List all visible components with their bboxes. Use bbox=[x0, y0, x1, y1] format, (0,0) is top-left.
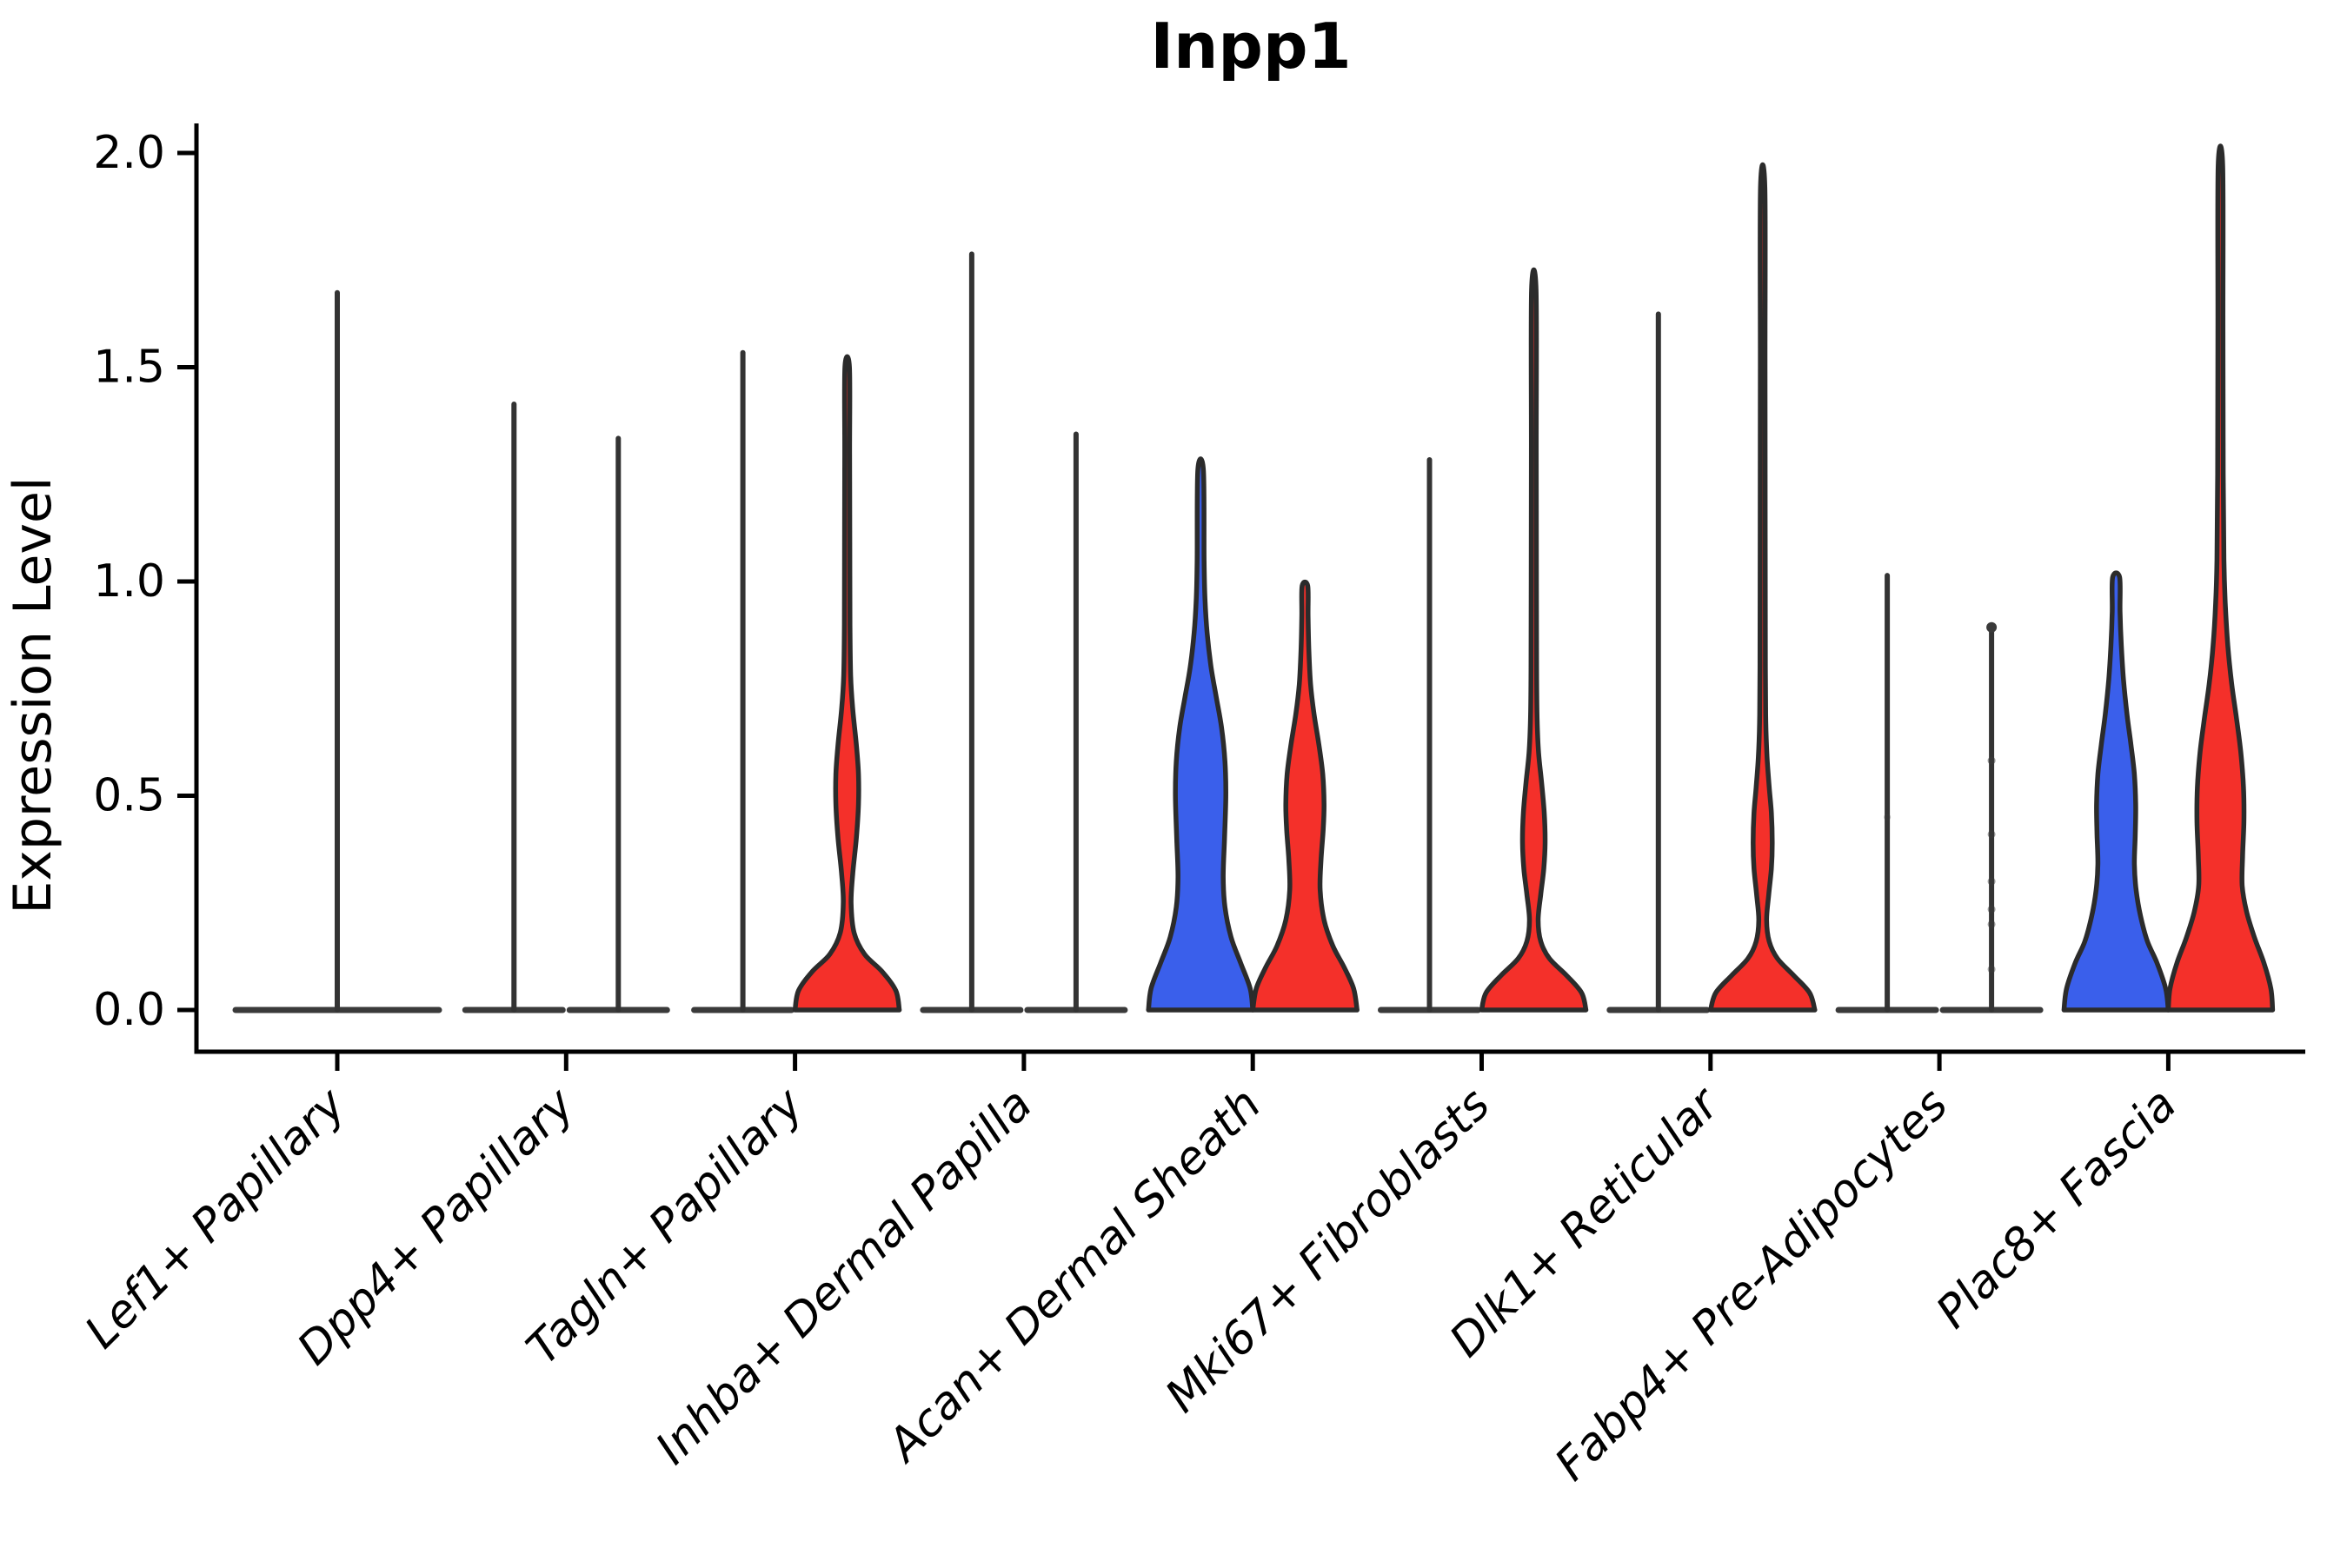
violin-body bbox=[2165, 143, 2276, 1013]
data-point-dot bbox=[1987, 920, 1996, 928]
y-tick-label: 1.0 bbox=[93, 555, 165, 608]
data-point-dot bbox=[1987, 756, 1996, 765]
data-point-dot bbox=[1987, 830, 1996, 839]
y-tick-label: 1.5 bbox=[93, 342, 165, 394]
x-axis-category-label: Acan+ Dermal Sheath bbox=[876, 1079, 1271, 1473]
plot-title: Inpp1 bbox=[1150, 10, 1351, 83]
data-point-dot bbox=[1987, 965, 1996, 973]
violin-body bbox=[1146, 456, 1255, 1013]
data-point-dot bbox=[1987, 905, 1996, 914]
violin-body bbox=[1250, 579, 1360, 1013]
data-point-dot bbox=[1986, 621, 1998, 633]
violin-body bbox=[1479, 267, 1589, 1013]
y-tick-label: 0.0 bbox=[93, 984, 165, 1036]
data-point-dot bbox=[1884, 814, 1892, 821]
x-axis-category-label: Fabp4+ Pre-Adipocytes bbox=[1546, 1079, 1958, 1492]
violin-body bbox=[2061, 570, 2171, 1013]
x-axis-category-label: Inhba+ Dermal Papilla bbox=[646, 1079, 1042, 1475]
data-point-dot bbox=[1987, 877, 1996, 886]
y-tick-label: 0.5 bbox=[93, 770, 165, 822]
y-axis-label: Expression Level bbox=[3, 476, 63, 914]
y-tick-label: 2.0 bbox=[93, 127, 165, 179]
violin-body bbox=[792, 354, 902, 1013]
x-axis-category-label: Plac8+ Fascia bbox=[1926, 1079, 2186, 1339]
violin-body bbox=[1708, 163, 1818, 1013]
